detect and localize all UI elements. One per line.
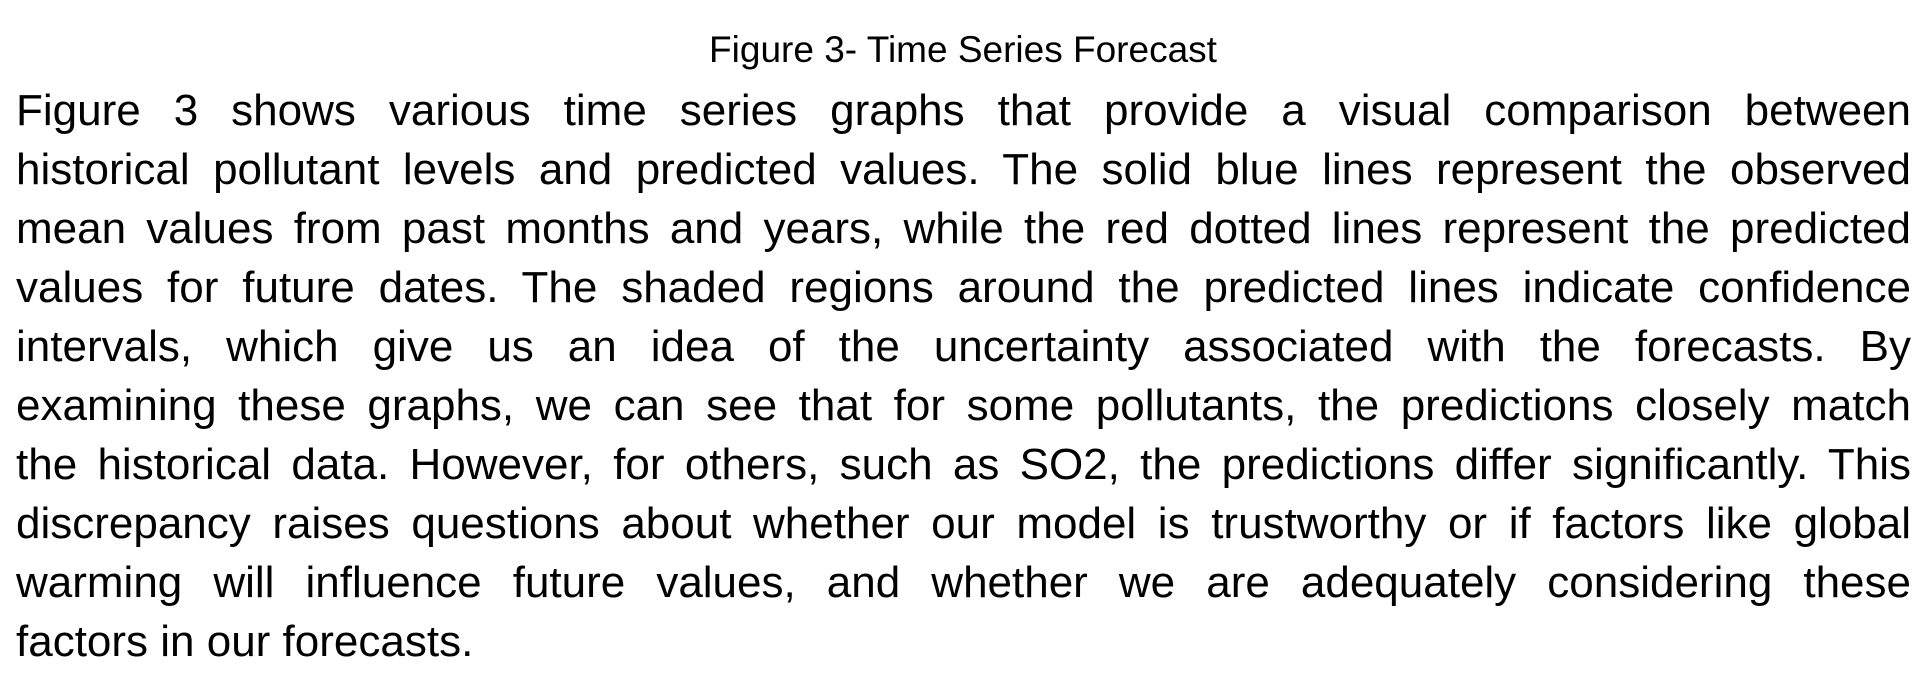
paragraph-line-4: values for future dates. The shaded regi… [16,263,1911,312]
figure-caption: Figure 3- Time Series Forecast [709,29,1217,70]
paragraph-line-2: historical pollutant levels and predicte… [16,145,1911,194]
paragraph-line-6: examining these graphs, we can see that … [16,381,1911,430]
paragraph-line-7: the historical data. However, for others… [16,440,1911,489]
paragraph-line-3: mean values from past months and years, … [16,204,1911,253]
paragraph-line-10: factors in our forecasts. [16,617,474,666]
paragraph-line-9: warming will influence future values, an… [16,558,1911,607]
paragraph-line-8: discrepancy raises questions about wheth… [16,499,1911,548]
paragraph-line-5: intervals, which give us an idea of the … [16,322,1911,371]
paragraph-line-1: Figure 3 shows various time series graph… [16,86,1911,135]
body-paragraph: Figure 3 shows various time series graph… [16,81,1911,671]
